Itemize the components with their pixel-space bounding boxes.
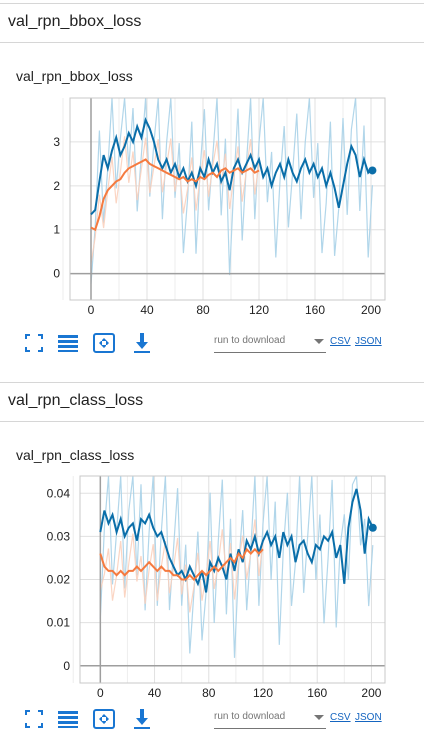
series-line <box>90 158 260 232</box>
x-tick-label: 200 <box>361 303 381 317</box>
plot-frame <box>79 475 386 684</box>
json-link[interactable]: JSON <box>355 336 382 347</box>
x-tick-label: 200 <box>361 686 381 700</box>
x-tick-label: 80 <box>196 303 210 317</box>
y-tick-label: 3 <box>53 135 60 149</box>
x-tick-label: 0 <box>88 303 95 317</box>
y-tick-label: 0.01 <box>47 616 71 630</box>
plot-frame <box>69 97 386 301</box>
download-icon[interactable] <box>130 707 154 731</box>
x-tick-label: 160 <box>307 686 327 700</box>
raw-series-line <box>90 97 373 284</box>
line-chart[interactable]: 0 40 80 120 160 200 0 0.01 0.02 0.03 0.04 <box>0 470 424 705</box>
run-download-select[interactable]: run to download <box>214 332 326 353</box>
expand-icon[interactable] <box>22 707 46 731</box>
fit-domain-icon[interactable] <box>92 707 116 731</box>
series-line <box>99 547 264 581</box>
y-tick-label: 0.03 <box>47 529 71 543</box>
csv-link[interactable]: CSV <box>330 712 351 723</box>
json-link[interactable]: JSON <box>355 712 382 723</box>
line-chart[interactable]: 0 40 80 120 160 200 0 1 2 3 <box>0 92 424 322</box>
y-tick-label: 0 <box>63 659 70 673</box>
series-line <box>90 117 374 216</box>
y-tick-label: 1 <box>53 223 60 237</box>
section-header[interactable]: val_rpn_bbox_loss <box>0 3 424 43</box>
run-select-label: run to download <box>214 335 286 346</box>
card-title: val_rpn_class_loss <box>16 447 135 463</box>
chevron-down-icon <box>314 715 324 720</box>
download-icon[interactable] <box>130 331 154 355</box>
log-scale-icon[interactable] <box>56 331 80 355</box>
log-scale-icon[interactable] <box>56 707 80 731</box>
csv-link[interactable]: CSV <box>330 336 351 347</box>
run-select-label: run to download <box>214 711 286 722</box>
x-tick-label: 40 <box>140 303 154 317</box>
series-end-marker <box>368 166 377 175</box>
chevron-down-icon <box>314 339 324 344</box>
section-title: val_rpn_bbox_loss <box>8 13 142 30</box>
run-download-select[interactable]: run to download <box>214 708 326 729</box>
x-tick-label: 0 <box>97 686 104 700</box>
fit-domain-icon[interactable] <box>92 331 116 355</box>
x-tick-label: 40 <box>148 686 162 700</box>
raw-series-line <box>90 136 260 264</box>
x-tick-label: 120 <box>249 303 269 317</box>
y-tick-label: 0 <box>53 267 60 281</box>
x-tick-label: 120 <box>253 686 273 700</box>
section-title: val_rpn_class_loss <box>8 392 144 409</box>
y-tick-label: 0.04 <box>47 486 71 500</box>
y-tick-label: 2 <box>53 179 60 193</box>
y-tick-label: 0.02 <box>47 573 71 587</box>
x-tick-label: 80 <box>202 686 216 700</box>
card-title: val_rpn_bbox_loss <box>16 68 133 84</box>
section-header[interactable]: val_rpn_class_loss <box>0 382 424 422</box>
expand-icon[interactable] <box>22 331 46 355</box>
chart-toolbar: run to download CSV JSON <box>0 331 424 357</box>
x-tick-label: 160 <box>305 303 325 317</box>
chart-toolbar: run to download CSV JSON <box>0 707 424 733</box>
series-end-marker <box>368 523 377 532</box>
raw-series-line <box>99 519 264 613</box>
raw-series-line <box>99 475 374 658</box>
